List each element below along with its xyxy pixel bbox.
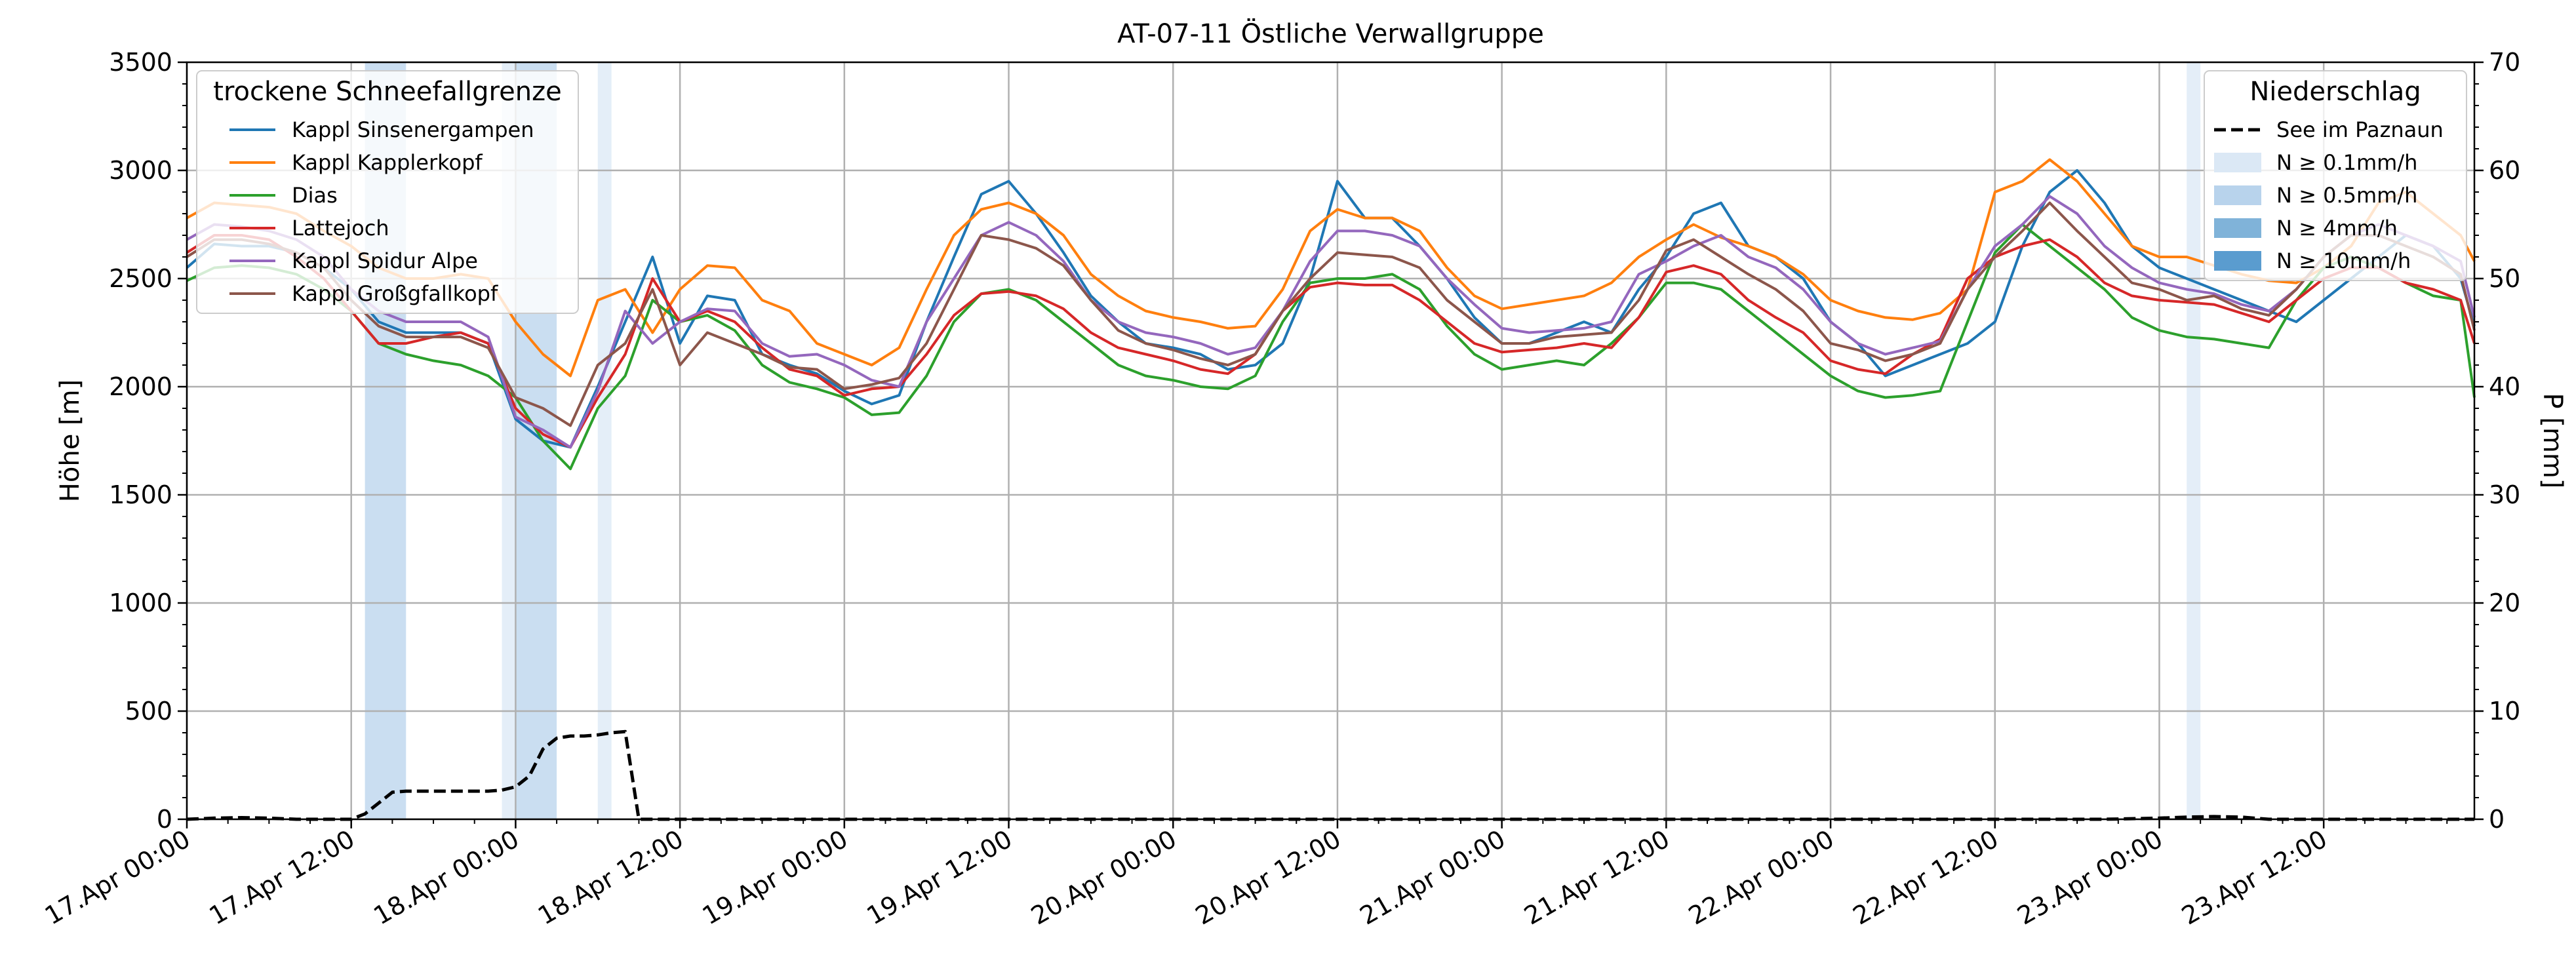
legend-entry: Kappl Sinsenergampen bbox=[292, 117, 534, 142]
x-tick-label: 19.Apr 12:00 bbox=[862, 824, 1017, 931]
legend-swatch bbox=[2214, 153, 2261, 172]
legend-entry: Kappl Großgfallkopf bbox=[292, 281, 498, 306]
series-line-kappl-spidur-alpe bbox=[186, 195, 2476, 449]
y-tick-label-right: 40 bbox=[2489, 372, 2520, 401]
y-tick-label-left: 3000 bbox=[109, 156, 172, 185]
legend-entry: N ≥ 0.5mm/h bbox=[2276, 183, 2417, 208]
legend-entry: Dias bbox=[292, 183, 338, 208]
y-tick-label-left: 1500 bbox=[109, 480, 172, 509]
legend-box-left bbox=[196, 70, 579, 314]
x-tick-label: 23.Apr 12:00 bbox=[2177, 824, 2332, 931]
x-tick-label: 19.Apr 00:00 bbox=[698, 824, 853, 931]
y-tick-label-right: 60 bbox=[2489, 156, 2520, 185]
legend-entry: Kappl Kapplerkopf bbox=[292, 150, 483, 175]
y-tick-label-left: 2000 bbox=[109, 372, 172, 401]
legend-snowline: trockene Schneefallgrenze Kappl Sinsenerg… bbox=[196, 70, 579, 314]
y-tick-label-right: 30 bbox=[2489, 480, 2520, 509]
legend-entry: N ≥ 0.1mm/h bbox=[2276, 150, 2417, 175]
y-tick-label-right: 70 bbox=[2489, 48, 2520, 77]
y-tick-label-left: 2500 bbox=[109, 264, 172, 293]
legend-entry: N ≥ 4mm/h bbox=[2276, 216, 2398, 241]
x-tick-label: 21.Apr 12:00 bbox=[1519, 824, 1674, 931]
y-tick-label-right: 20 bbox=[2489, 589, 2520, 617]
y-tick-label-right: 10 bbox=[2489, 697, 2520, 726]
x-tick-label: 23.Apr 00:00 bbox=[2012, 824, 2168, 931]
x-tick-label: 17.Apr 12:00 bbox=[205, 824, 360, 931]
precip-band bbox=[2187, 62, 2201, 819]
x-tick-label: 18.Apr 00:00 bbox=[368, 824, 524, 931]
y-tick-label-left: 1000 bbox=[109, 589, 172, 617]
y-tick-label-right: 0 bbox=[2489, 805, 2505, 834]
x-tick-label: 18.Apr 12:00 bbox=[533, 824, 688, 931]
plot-frame bbox=[186, 61, 2476, 821]
legend-title-right: Niederschlag bbox=[2249, 77, 2421, 107]
series-line-kappl-gro-gfallkopf bbox=[186, 201, 2476, 427]
x-tick-label: 20.Apr 12:00 bbox=[1191, 824, 1346, 931]
precipitation-bands bbox=[365, 62, 2201, 819]
legend-box-right bbox=[2204, 70, 2467, 281]
y-tick-label-left: 0 bbox=[157, 805, 172, 834]
chart-title: AT-07-11 Östliche Verwallgruppe bbox=[1117, 18, 1544, 49]
series-line-kappl-kapplerkopf bbox=[186, 158, 2476, 378]
x-tick-label: 17.Apr 00:00 bbox=[40, 824, 195, 931]
x-tick-label: 22.Apr 12:00 bbox=[1848, 824, 2004, 931]
x-tick-label: 21.Apr 00:00 bbox=[1355, 824, 1511, 931]
y-axis-label-right: P [mm] bbox=[2537, 393, 2567, 489]
y-tick-label-right: 50 bbox=[2489, 264, 2520, 293]
legend-entry: Lattejoch bbox=[292, 216, 389, 241]
legend-swatch bbox=[2214, 218, 2261, 238]
legend-entry: Kappl Spidur Alpe bbox=[292, 248, 478, 273]
x-tick-label: 22.Apr 00:00 bbox=[1684, 824, 1839, 931]
precip-band bbox=[597, 62, 612, 819]
series-line-dias bbox=[186, 223, 2476, 471]
legend-title-left: trockene Schneefallgrenze bbox=[213, 77, 561, 107]
y-axis-label-left: Höhe [m] bbox=[55, 379, 85, 502]
y-tick-label-left: 500 bbox=[125, 697, 172, 726]
x-tick-label: 20.Apr 00:00 bbox=[1026, 824, 1181, 931]
legend-entry: See im Paznaun bbox=[2276, 117, 2444, 142]
legend-precipitation: Niederschlag See im Paznaun N ≥ 0.1mm/h N ≥… bbox=[2204, 70, 2467, 281]
legend-entry: N ≥ 10mm/h bbox=[2276, 248, 2411, 273]
legend-swatch bbox=[2214, 251, 2261, 271]
legend-swatch bbox=[2214, 185, 2261, 205]
y-tick-label-left: 3500 bbox=[109, 48, 172, 77]
